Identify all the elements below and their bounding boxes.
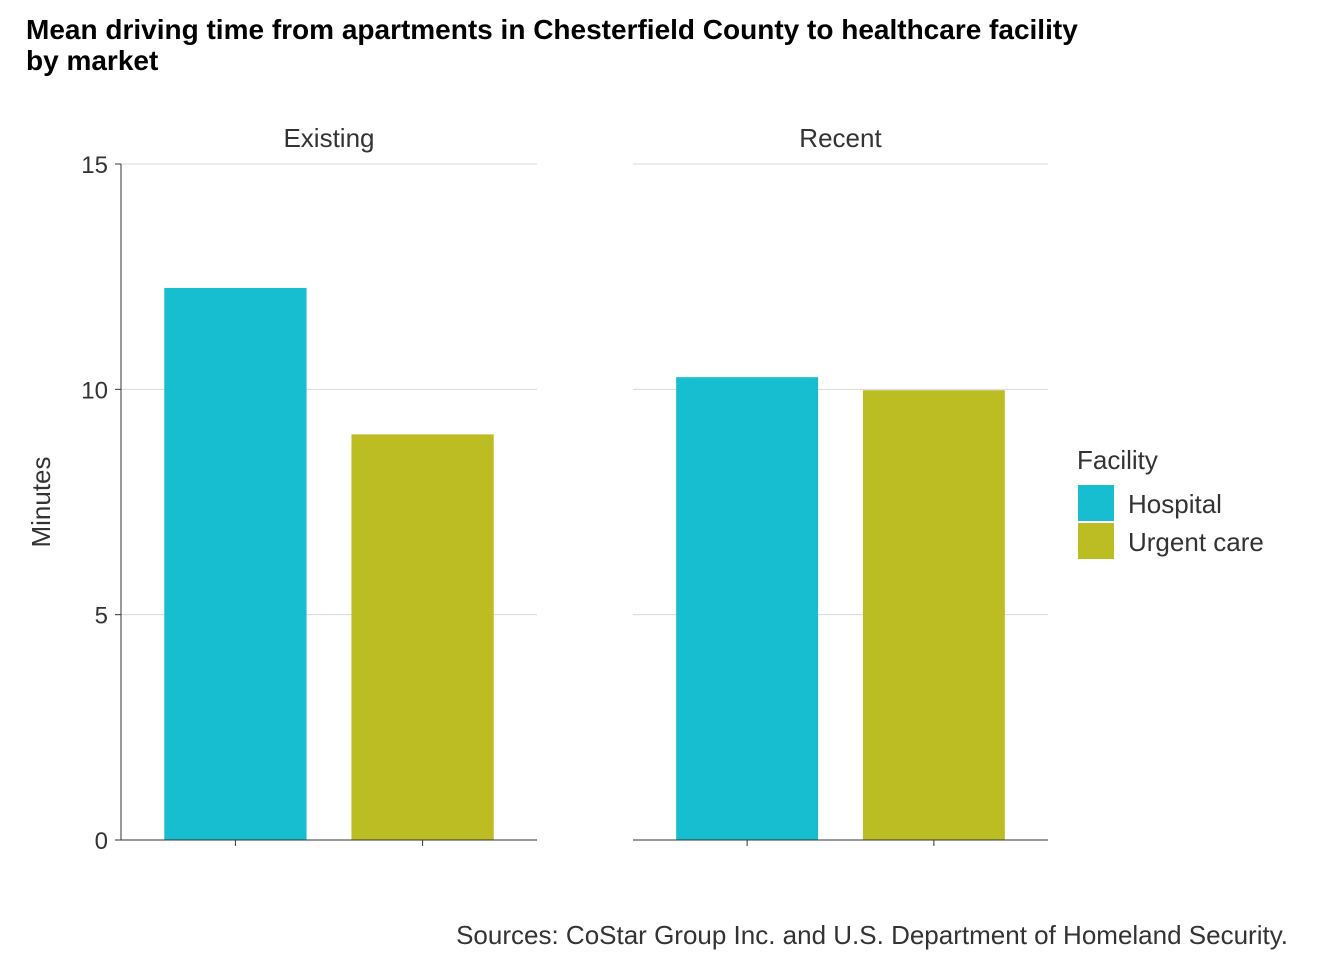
bar-1-1 [862, 390, 1005, 840]
y-tick-label: 10 [81, 377, 108, 404]
y-tick-label: 5 [95, 603, 108, 630]
bar-1-0 [676, 377, 819, 840]
legend-swatch [1078, 523, 1114, 559]
legend-swatch [1078, 485, 1114, 521]
facet-panels: Existing Recent [121, 123, 1048, 846]
chart-title-line2: by market [26, 45, 158, 76]
legend-title: Facility [1077, 445, 1158, 475]
y-axis: 0 5 10 15 [81, 152, 122, 855]
legend: Facility Hospital Urgent care [1077, 445, 1264, 559]
y-tick-label: 0 [95, 828, 108, 855]
facet-label: Recent [799, 123, 882, 153]
y-tick-label: 15 [81, 152, 108, 179]
legend-label: Urgent care [1128, 527, 1264, 557]
facet-label: Existing [283, 123, 374, 153]
bar-0-1 [351, 434, 494, 840]
chart-caption: Sources: CoStar Group Inc. and U.S. Depa… [456, 920, 1288, 950]
y-axis-title: Minutes [26, 456, 56, 547]
bar-0-0 [164, 287, 307, 840]
facet-panel: Recent [633, 123, 1048, 846]
facet-panel: Existing [121, 123, 537, 846]
legend-label: Hospital [1128, 489, 1222, 519]
chart-title: Mean driving time from apartments in Che… [26, 14, 1078, 45]
